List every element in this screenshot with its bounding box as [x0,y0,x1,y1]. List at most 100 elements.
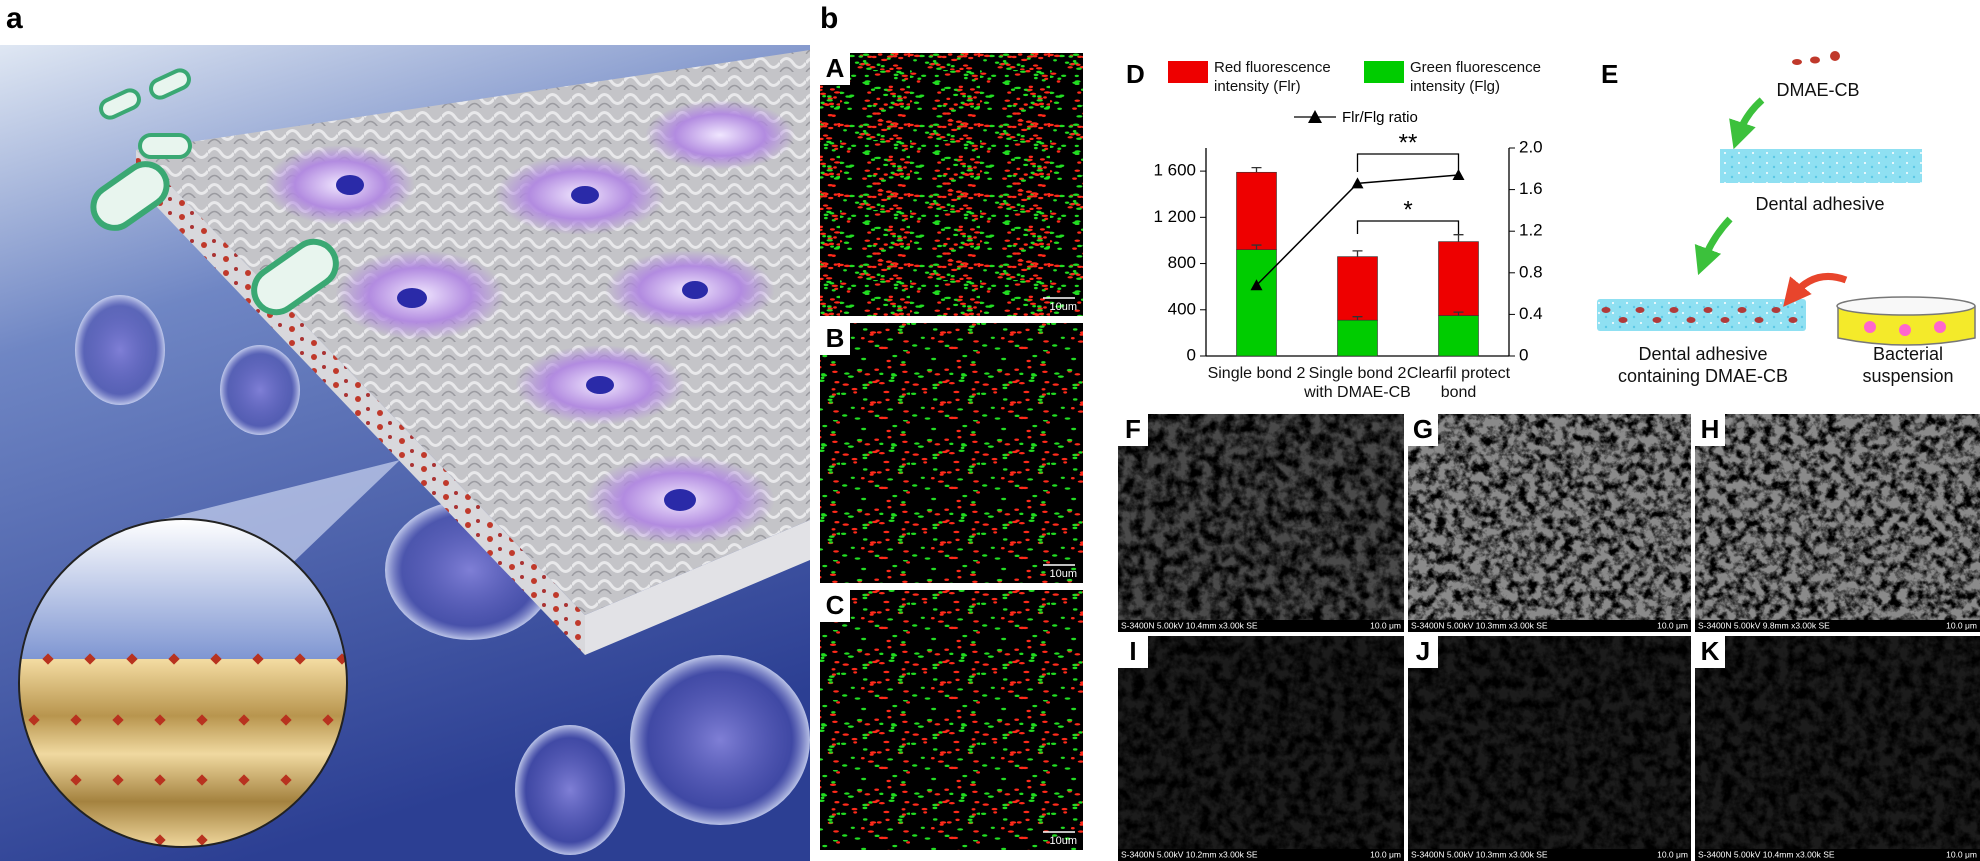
image-label: B [826,323,845,353]
legend-marker [1308,110,1322,123]
node-label: Bacterial suspension [1862,344,1954,386]
sem-texture [1118,414,1404,620]
slab-side [136,150,585,655]
particle [1788,317,1798,323]
legend-label: Red fluorescence intensity (Flr) [1214,59,1331,95]
cell [630,655,810,825]
sem-texture [1408,414,1691,620]
sem-caption: S-3400N 5.00kV 10.3mm x3.00k SE [1411,849,1548,859]
particle [210,653,222,665]
y2-tick-label: 0.4 [1519,304,1543,323]
sem-scale: 10.0 μm [1370,620,1401,630]
sem-scale: 10.0 μm [1370,849,1401,859]
bar-segment [1236,171,1277,250]
legend-swatch [1168,61,1208,83]
legend-label: Green fluorescence intensity (Flg) [1410,59,1541,95]
x-tick-label: Single bond 2 with DMAE-CB [1304,365,1411,401]
sem-texture [1408,636,1691,849]
particle [1771,307,1781,313]
sem-caption: S-3400N 5.00kV 10.4mm x3.00k SE [1698,849,1835,859]
particle [154,714,166,726]
error-bar [1251,166,1262,173]
error-bar [1352,316,1363,321]
panel-label: E [1601,59,1618,89]
particle [1652,317,1662,323]
caption-bar [1695,620,1980,632]
bacterium [99,88,141,120]
sem-images: S-3400N 5.00kV 10.4mm x3.00k SE 10.0 μm F S… [1118,414,1980,861]
significance-label: ** [1399,129,1418,156]
particle [1754,317,1764,323]
scale-label: 10um [1049,835,1077,847]
sem-texture [1118,636,1404,849]
cell [645,100,795,170]
label-box [820,53,850,85]
arrow [1694,216,1733,276]
bar-segment [1337,256,1378,321]
particle [1720,317,1730,323]
particle [1601,307,1611,313]
sem-caption: S-3400N 5.00kV 9.8mm x3.00k SE [1698,620,1830,630]
arrow [1729,97,1765,150]
particle [154,774,166,786]
particle [154,834,166,846]
bacterium [149,68,191,100]
ratio-marker [1452,169,1465,181]
micrograph [820,53,1083,316]
image-label: A [826,53,845,83]
particle [168,653,180,665]
error-bar [1453,311,1464,316]
error-bar [1453,234,1464,242]
caption-bar [1118,849,1404,861]
ratio-marker [1250,279,1263,291]
y2-tick-label: 0 [1519,345,1528,364]
particle [1792,59,1802,65]
panel-label: b [820,2,838,35]
particle [1686,317,1696,323]
label-box [1695,414,1725,446]
particle [42,653,54,665]
image-label: K [1701,636,1720,666]
particle [1635,307,1645,313]
particle [280,774,292,786]
nucleus [336,175,364,195]
diagram: E [1597,51,1976,346]
significance-bracket [1356,220,1460,234]
sem-scale: 10.0 μm [1946,620,1977,630]
sem-caption: S-3400N 5.00kV 10.3mm x3.00k SE [1411,620,1548,630]
cell [75,295,165,405]
bacterium [251,238,339,316]
label-box [820,323,850,355]
y2-tick-label: 2.0 [1519,137,1543,156]
nucleus [664,489,696,511]
particle [252,653,264,665]
slab-front [585,520,810,655]
bacterium [90,161,170,231]
x-tick-label: Single bond 2 [1207,365,1306,382]
image-label: I [1129,636,1136,666]
particle [1737,307,1747,313]
y2-tick-label: 1.6 [1519,179,1543,198]
y-tick-label: 1 600 [1153,161,1196,180]
node-label: Dental adhesive [1755,194,1885,214]
adhesive-block [1597,299,1806,331]
adhesive-block [1720,149,1922,183]
bar-segment [1438,241,1479,316]
particle [238,774,250,786]
label-box [1695,636,1725,668]
label-box [820,590,850,622]
caption-bar [1695,849,1980,861]
caption-bar [1408,849,1691,861]
micrographs: A 10um B 10um C 10um [820,53,1083,850]
arrow [1783,272,1848,307]
bacterium [1934,321,1946,333]
bacterium [138,133,192,159]
micrograph [820,323,1083,583]
particle [1669,307,1679,313]
image-label: H [1701,414,1720,444]
sem-texture [1695,414,1980,620]
x-tick-label: Clearfil protect bond [1406,365,1511,401]
nucleus [682,281,708,299]
